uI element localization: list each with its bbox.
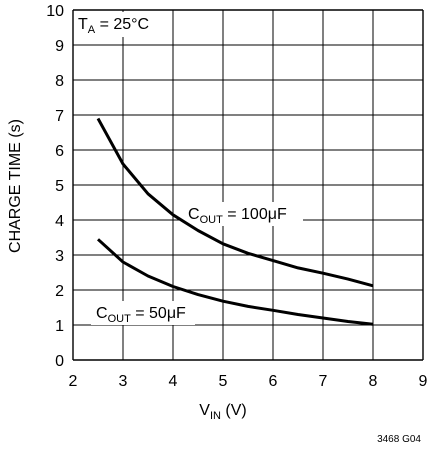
curves [96,117,374,326]
y-tick-label: 2 [55,283,64,300]
y-tick-label: 1 [55,318,64,335]
y-tick-label: 0 [55,353,64,370]
y-tick-label: 10 [46,3,64,20]
x-tick-label: 4 [169,373,178,390]
x-tick-labels: 2 3 4 5 6 7 8 9 [69,373,427,390]
y-tick-label: 9 [55,38,64,55]
y-tick-label: 7 [55,108,64,125]
x-tick-label: 8 [369,373,378,390]
condition-label: TA = 25°C [78,16,149,36]
series-label-cout-100uf: COUT = 100μF [188,206,287,226]
x-tick-label: 9 [419,373,427,390]
y-tick-label: 3 [55,248,64,265]
series-label-cout-50uf: COUT = 50μF [96,305,186,325]
series-line-1 [96,238,374,326]
x-tick-label: 7 [319,373,328,390]
y-tick-label: 8 [55,73,64,90]
figure-code: 3468 G04 [377,434,421,445]
series-line-0 [96,117,374,288]
y-tick-label: 4 [55,213,64,230]
label-background [91,301,195,325]
label-background [183,202,303,226]
y-tick-labels: 0 1 2 3 4 5 6 7 8 9 10 [46,3,64,370]
y-tick-label: 6 [55,143,64,160]
x-tick-label: 6 [269,373,278,390]
grid [72,9,424,361]
y-tick-label: 5 [55,178,64,195]
y-axis-label: CHARGE TIME (s) [7,119,24,253]
label-background [75,12,163,37]
x-tick-label: 2 [69,373,78,390]
x-axis-label: VIN (V) [199,402,246,422]
x-tick-label: 3 [119,373,128,390]
x-tick-label: 5 [219,373,228,390]
